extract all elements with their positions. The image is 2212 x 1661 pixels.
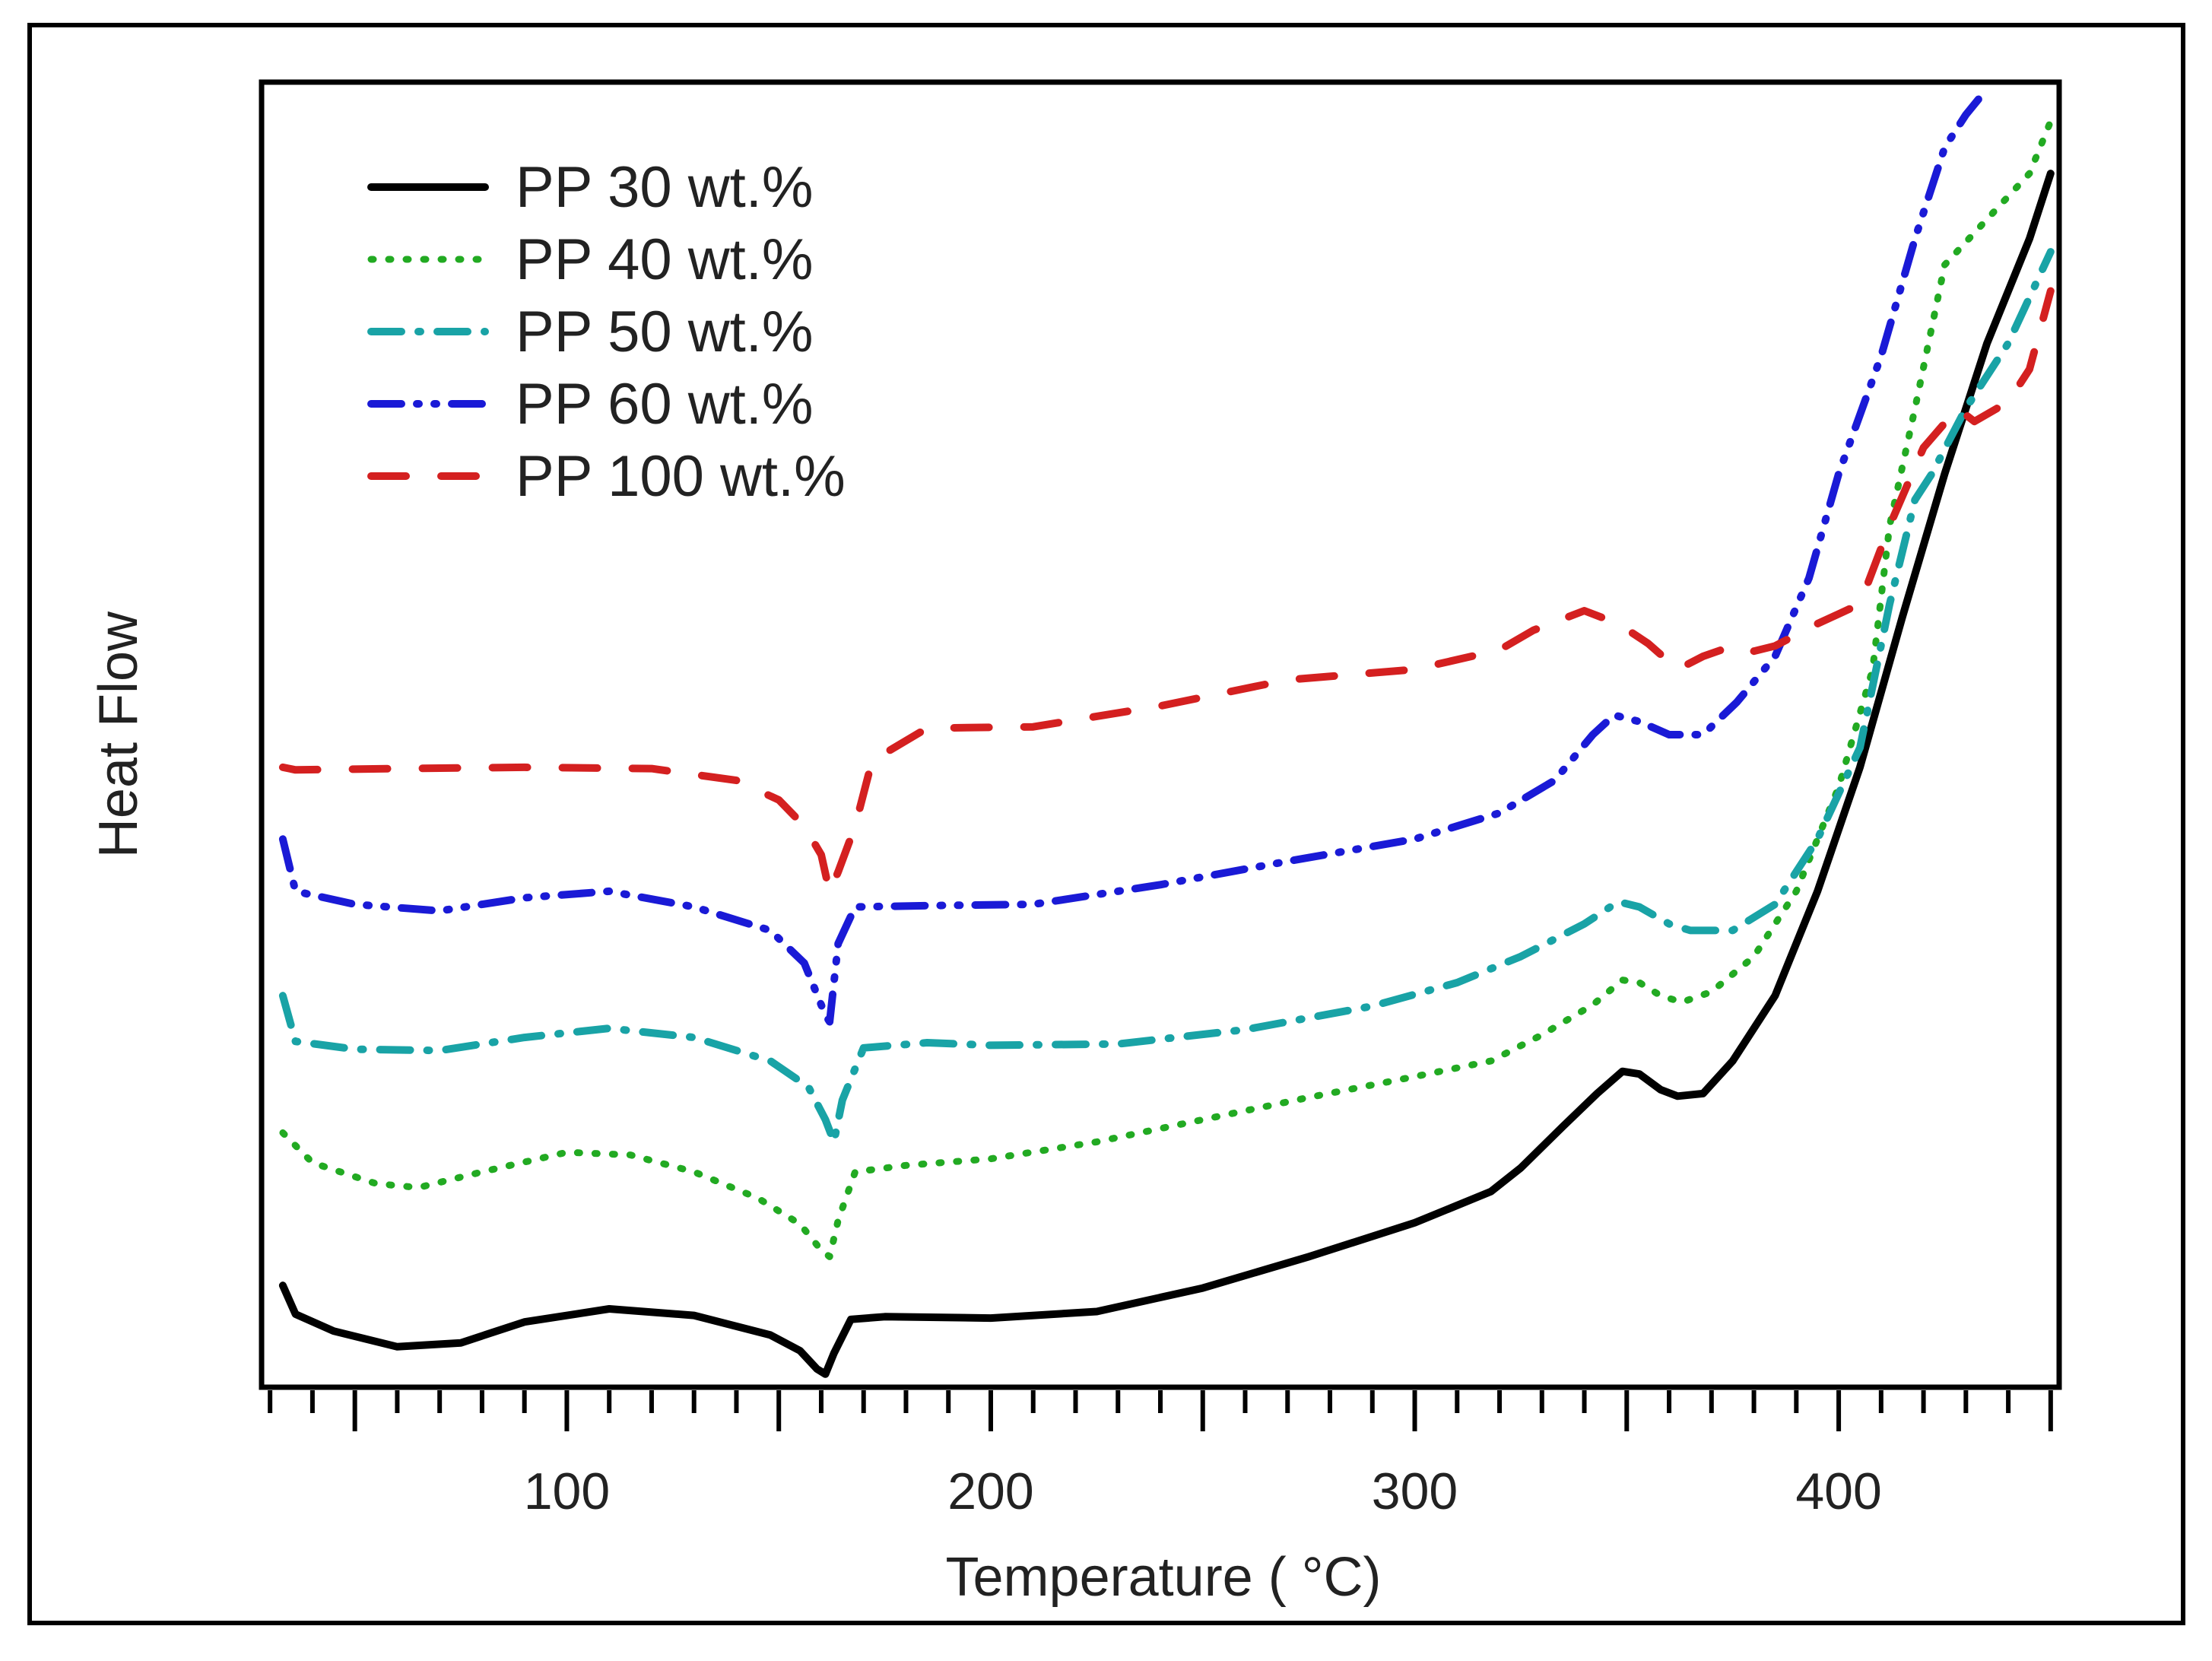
y-axis-title: Heat Flow	[88, 611, 149, 858]
x-tick-label: 100	[524, 1463, 610, 1520]
legend-label-2: PP 50 wt.%	[516, 300, 813, 364]
series-line-3	[278, 84, 1991, 1026]
legend-label-3: PP 60 wt.%	[516, 372, 813, 437]
x-axis: 100 200 300 400	[268, 1390, 2053, 1520]
series-line-0	[278, 170, 2055, 1378]
series-line-4	[278, 287, 2055, 897]
x-axis-title: Temperature ( °C)	[946, 1547, 1382, 1608]
x-tick-label: 400	[1795, 1463, 1881, 1520]
legend-label-4: PP 100 wt.%	[516, 444, 846, 509]
legend: PP 30 wt.% PP 40 wt.% PP 50 wt.% PP 60 wt.%…	[367, 155, 846, 509]
plot-area	[259, 79, 2062, 1390]
series-line-2	[278, 248, 2055, 1146]
legend-label-1: PP 40 wt.%	[516, 227, 813, 292]
x-tick-label: 200	[947, 1463, 1033, 1520]
series-line-1	[279, 118, 2055, 1260]
x-tick-label: 300	[1372, 1463, 1458, 1520]
series-layer	[278, 84, 2055, 1378]
legend-label-0: PP 30 wt.%	[516, 155, 813, 220]
